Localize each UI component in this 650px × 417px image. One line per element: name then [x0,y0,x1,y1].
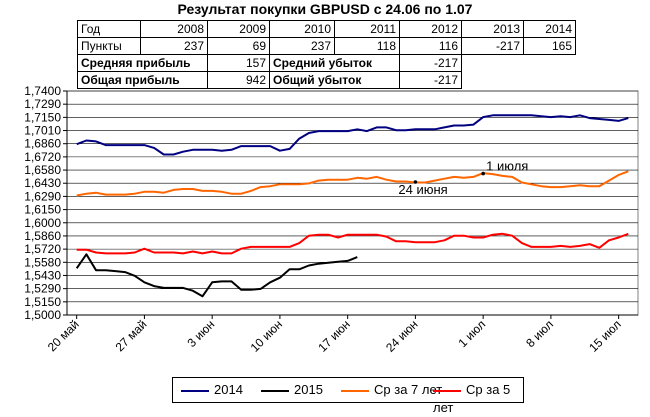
x-tick-label: 24 июн [383,317,420,354]
total-loss-label: Общий убыток [269,71,400,89]
series-line [75,253,358,298]
legend-swatch [181,389,209,392]
series-line [76,232,629,255]
legend-item: Ср за 7 лет [341,381,442,399]
y-tick-label: 1,5290 [24,282,61,296]
y-tick-label: 1,6720 [24,150,61,164]
legend-item: 2015 [261,381,323,399]
x-tick-label: 3 июн [185,317,218,350]
legend-label: Ср за 5 лет [433,382,511,415]
x-tick-label: 15 июл [586,317,624,355]
average-row: Средняя прибыль 157 Средний убыток -217 [77,54,576,72]
y-tick-label: 1,5720 [24,242,61,256]
results-table: Год 2008 2009 2010 2011 2012 2013 2014 П… [77,20,576,89]
y-tick-label: 1,6150 [24,203,61,217]
y-tick-label: 1,7010 [24,124,61,138]
y-tick-label: 1,5580 [24,255,61,269]
y-tick-label: 1,5430 [24,268,61,282]
series-line [76,114,629,156]
points-cell: 237 [269,37,335,55]
avg-loss-label: Средний убыток [269,54,400,72]
y-tick-label: 1,6000 [24,216,61,230]
year-row: Год 2008 2009 2010 2011 2012 2013 2014 [77,20,576,38]
y-tick-label: 1,6430 [24,176,61,190]
plot-area [66,90,639,316]
total-row: Общая прибыль 942 Общий убыток -217 [77,71,576,89]
legend-item: 2014 [181,381,243,399]
points-row: Пункты 237 69 237 118 116 -217 165 [77,37,576,55]
legend-swatch [433,389,461,392]
total-profit-label: Общая прибыль [77,71,208,89]
total-loss-value: -217 [399,71,462,89]
legend-label: Ср за 7 лет [374,382,443,397]
y-tick-label: 1,6290 [24,189,61,203]
annotation-marker [481,171,485,176]
x-tick-label: 27 май [113,317,150,354]
legend-item: Ср за 5 лет [433,381,523,415]
avg-loss-value: -217 [399,54,462,72]
year-cell: 2014 [523,20,576,38]
chart-legend: 2014 2015 Ср за 7 лет Ср за 5 лет [172,377,524,415]
y-tick-label: 1,7150 [24,110,61,124]
y-tick-label: 1,5150 [24,295,61,309]
y-tick-label: 1,7290 [24,97,61,111]
y-tick-label: 1,5000 [24,308,61,322]
x-tick-label: 10 июн [248,317,285,354]
annotation-marker [413,180,418,184]
legend-swatch [341,389,369,392]
legend-label: 2015 [294,382,323,397]
x-tick-label: 1 июл [455,317,488,350]
y-tick-label: 1,6860 [24,137,61,151]
y-tick-label: 1,7400 [24,84,61,98]
annotation-label: 1 июля [486,159,528,174]
legend-swatch [261,389,289,392]
y-tick-label: 1,6580 [24,163,61,177]
x-tick-label: 17 июн [315,317,352,354]
x-tick-label: 20 май [45,317,82,354]
points-cell: -217 [461,37,524,55]
year-cell: 2010 [269,20,335,38]
points-cell: 165 [523,37,576,55]
line-chart: 1,50001,51501,52901,54301,55801,57201,58… [24,84,639,355]
legend-label: 2014 [214,382,243,397]
points-label: Пункты [77,37,141,55]
series-line [76,170,629,197]
x-tick-label: 8 июл [523,317,556,350]
avg-profit-label: Средняя прибыль [77,54,208,72]
chart-title: Результат покупки GBPUSD с 24.06 по 1.07 [177,1,473,17]
y-tick-label: 1,5860 [24,229,61,243]
annotation-label: 24 июня [398,182,447,197]
